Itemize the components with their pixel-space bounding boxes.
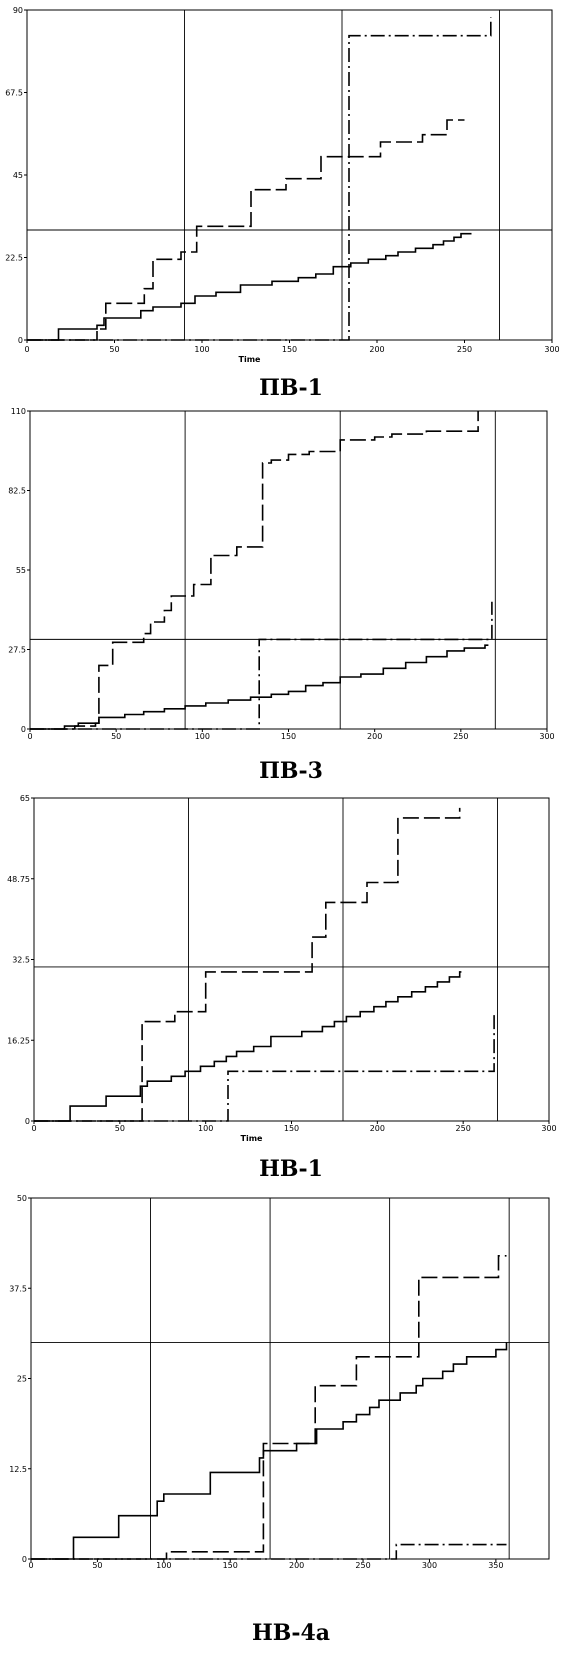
series-dashdot-line [31,1543,507,1560]
y-tick-label: 27.5 [8,646,26,655]
y-tick-label: 37.5 [9,1284,27,1293]
y-tick-label: 16.25 [7,1036,30,1045]
x-tick-label: 0 [31,1124,36,1133]
x-tick-label: 300 [541,1124,556,1133]
x-tick-label: 100 [195,732,210,741]
chart-caption-nv4a: НВ-4а [251,1620,331,1646]
x-tick-label: 150 [281,732,296,741]
y-tick-label: 0 [25,1117,30,1126]
x-tick-label: 200 [289,1561,304,1570]
x-tick-label: 50 [92,1561,102,1570]
x-tick-label: 300 [544,345,559,354]
chart-nv4a: 0 12.5 25 37.5 50 0 50 100 150 200 250 300 350 Time [9,1188,550,1570]
y-tick-label: 32.5 [12,956,30,965]
chart-caption-nv1: НВ-1 [259,1156,323,1182]
chart-pv1: 0 22.5 45 67.5 90 0 50 100 150 200 250 300 Time [5,6,559,364]
series-dashdot-line [34,1011,495,1122]
series-solid-line [34,971,462,1122]
x-tick-label: 250 [457,345,472,354]
series-solid-line [31,1342,508,1560]
x-tick-label: 100 [156,1561,171,1570]
series-dashed-line [31,1255,507,1560]
y-tick-label: 22.5 [5,254,23,263]
x-axis-label: Time [241,1134,264,1143]
y-tick-label: 25 [17,1375,27,1384]
y-tick-label: 110 [11,407,26,416]
series-solid-line [27,232,472,341]
x-axis-label: Time [239,1188,262,1190]
chart-pv3: 0 27.5 55 82.5 110 0 50 100 150 200 250 300 [8,407,554,741]
plot-frame [29,410,548,730]
y-tick-label: 65 [20,794,30,803]
x-tick-label: 0 [24,345,29,354]
series-dashdot-line [27,17,492,341]
x-tick-label: 200 [367,732,382,741]
x-tick-label: 200 [369,345,384,354]
x-tick-label: 350 [488,1561,503,1570]
x-tick-label: 50 [111,732,121,741]
series-dashdot-line [30,601,493,730]
plot-frame [26,9,553,341]
x-tick-label: 300 [539,732,554,741]
y-tick-label: 0 [22,1555,27,1564]
x-axis-label: Time [239,355,262,364]
x-tick-label: 250 [355,1561,370,1570]
y-tick-label: 0 [18,336,23,345]
chart-caption-pv3: ПВ-3 [259,758,323,784]
series-dashed-line [30,411,479,730]
x-tick-label: 250 [453,732,468,741]
plot-frame [33,797,550,1122]
x-tick-label: 300 [422,1561,437,1570]
x-tick-label: 50 [115,1124,125,1133]
plot-frame [30,1197,550,1560]
x-tick-label: 150 [284,1124,299,1133]
x-tick-label: 150 [282,345,297,354]
x-tick-label: 100 [194,345,209,354]
chart-caption-pv1: ПВ-1 [259,375,323,401]
x-tick-label: 0 [28,1561,33,1570]
y-tick-label: 55 [16,566,26,575]
x-tick-label: 50 [109,345,119,354]
y-tick-label: 0 [21,725,26,734]
y-tick-label: 48.75 [7,875,30,884]
y-tick-label: 67.5 [5,89,23,98]
y-tick-label: 50 [17,1194,27,1203]
chart-nv1: 0 16.25 32.5 48.75 65 0 50 100 150 200 250 300 Time [7,794,557,1143]
x-tick-label: 250 [456,1124,471,1133]
x-tick-label: 0 [27,732,32,741]
y-tick-label: 90 [13,6,23,15]
y-tick-label: 45 [13,171,23,180]
x-tick-label: 100 [198,1124,213,1133]
x-tick-label: 150 [223,1561,238,1570]
x-tick-label: 200 [370,1124,385,1133]
series-solid-line [30,644,489,730]
series-dashed-line [34,807,461,1122]
y-tick-label: 82.5 [8,487,26,496]
y-tick-label: 12.5 [9,1465,27,1474]
